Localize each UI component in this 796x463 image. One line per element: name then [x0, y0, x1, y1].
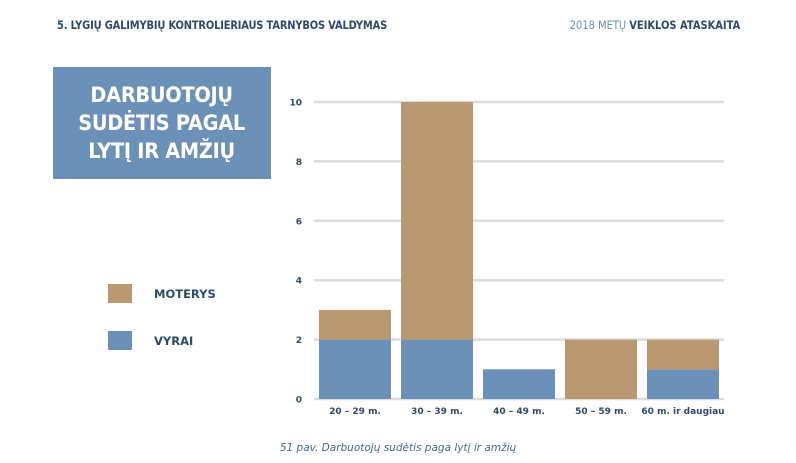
bar-moterys [565, 339, 637, 399]
legend-item-vyrai: VYRAI [108, 331, 193, 350]
bar-moterys [647, 339, 719, 370]
legend-label-moterys: MOTERYS [154, 286, 216, 301]
y-tick-label: 6 [296, 217, 302, 227]
bar-vyrai [483, 369, 555, 399]
legend-item-moterys: MOTERYS [108, 284, 216, 303]
x-tick-label: 50 – 59 m. [575, 407, 627, 417]
legend-label-vyrai: VYRAI [154, 333, 194, 348]
header-report: VEIKLOS ATASKAITA [629, 18, 740, 32]
chart-title-box: DARBUOTOJŲ SUDĖTIS PAGAL LYTĮ IR AMŽIŲ [53, 67, 271, 179]
y-tick-label: 8 [296, 158, 302, 168]
bar-vyrai [647, 369, 719, 399]
y-tick-label: 10 [289, 99, 302, 109]
bar-vyrai [401, 339, 473, 399]
y-tick-label: 4 [296, 277, 302, 287]
header-right-title: 2018 METŲ VEIKLOS ATASKAITA [570, 18, 740, 32]
figure-caption: 51 pav. Darbuotojų sudėtis paga lytį ir … [279, 442, 517, 454]
header-left-title: 5. LYGIŲ GALIMYBIŲ KONTROLIERIAUS TARNYB… [57, 18, 388, 32]
x-tick-label: 30 – 39 m. [411, 407, 463, 417]
legend-swatch-vyrai [108, 331, 132, 350]
x-tick-label: 60 m. ir daugiau [641, 407, 724, 417]
y-tick-label: 2 [296, 336, 302, 346]
chart-title: DARBUOTOJŲ SUDĖTIS PAGAL LYTĮ IR AMŽIŲ [78, 83, 246, 163]
x-tick-label: 40 – 49 m. [493, 407, 545, 417]
y-tick-label: 0 [296, 396, 302, 406]
bar-moterys [401, 102, 473, 340]
legend-swatch-moterys [108, 284, 132, 303]
bar-moterys [319, 309, 391, 340]
x-tick-label: 20 – 29 m. [329, 407, 381, 417]
header-year: 2018 METŲ [569, 18, 626, 32]
bar-vyrai [319, 339, 391, 399]
